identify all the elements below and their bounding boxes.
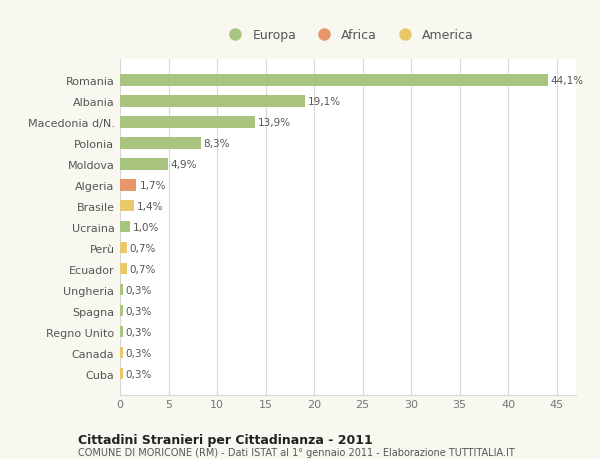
Text: 19,1%: 19,1% bbox=[308, 96, 341, 106]
Bar bbox=[120, 201, 134, 212]
Text: COMUNE DI MORICONE (RM) - Dati ISTAT al 1° gennaio 2011 - Elaborazione TUTTITALI: COMUNE DI MORICONE (RM) - Dati ISTAT al … bbox=[78, 448, 515, 458]
Bar bbox=[120, 179, 136, 191]
Text: 0,7%: 0,7% bbox=[130, 243, 156, 253]
Text: 8,3%: 8,3% bbox=[203, 139, 230, 148]
Bar bbox=[120, 368, 123, 380]
Bar bbox=[120, 326, 123, 338]
Bar bbox=[120, 96, 305, 107]
Text: 1,7%: 1,7% bbox=[139, 180, 166, 190]
Text: 1,4%: 1,4% bbox=[136, 202, 163, 211]
Legend: Europa, Africa, America: Europa, Africa, America bbox=[222, 29, 474, 42]
Bar bbox=[120, 138, 200, 149]
Bar bbox=[120, 221, 130, 233]
Bar bbox=[120, 75, 548, 86]
Text: 0,3%: 0,3% bbox=[126, 327, 152, 337]
Text: 0,3%: 0,3% bbox=[126, 369, 152, 379]
Text: 0,7%: 0,7% bbox=[130, 264, 156, 274]
Text: 4,9%: 4,9% bbox=[170, 159, 197, 169]
Bar bbox=[120, 284, 123, 296]
Bar bbox=[120, 263, 127, 275]
Bar bbox=[120, 347, 123, 358]
Text: 0,3%: 0,3% bbox=[126, 285, 152, 295]
Bar bbox=[120, 305, 123, 317]
Bar bbox=[120, 117, 255, 128]
Text: 44,1%: 44,1% bbox=[551, 76, 584, 86]
Text: 0,3%: 0,3% bbox=[126, 306, 152, 316]
Text: 0,3%: 0,3% bbox=[126, 348, 152, 358]
Bar bbox=[120, 159, 167, 170]
Text: Cittadini Stranieri per Cittadinanza - 2011: Cittadini Stranieri per Cittadinanza - 2… bbox=[78, 433, 373, 446]
Text: 1,0%: 1,0% bbox=[133, 222, 159, 232]
Text: 13,9%: 13,9% bbox=[258, 118, 291, 128]
Bar bbox=[120, 242, 127, 254]
